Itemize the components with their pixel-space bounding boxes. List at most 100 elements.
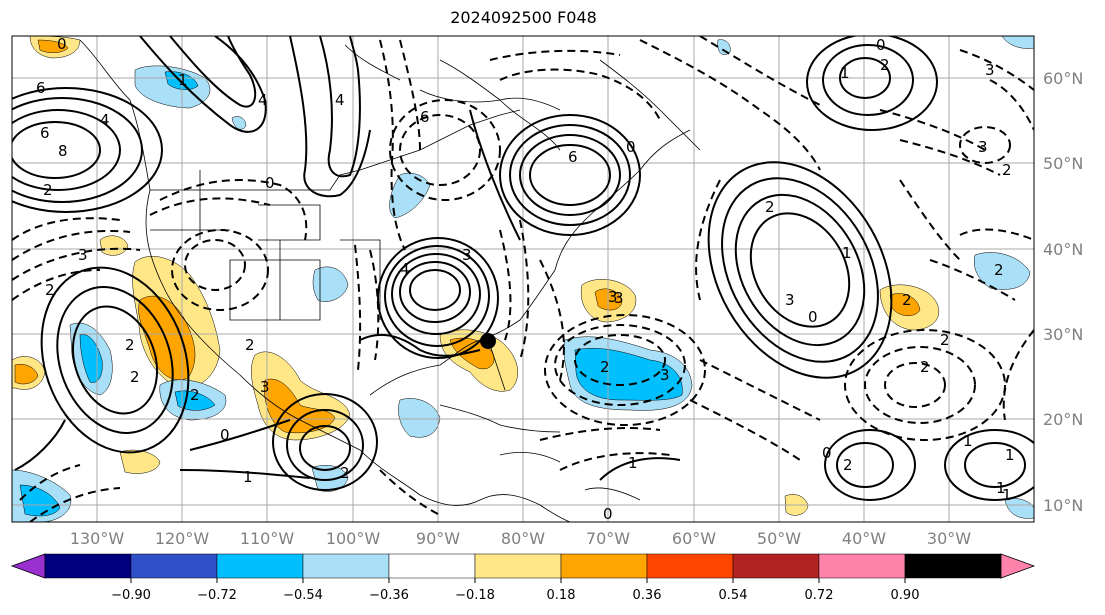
colorbar-tick-label: 0.18 [547, 588, 576, 603]
colorbar-segment [216, 553, 304, 579]
map-title: 2024092500 F048 [450, 8, 597, 27]
contour-label: 4 [335, 91, 345, 109]
contour-label: 3 [462, 246, 472, 264]
colorbar-tick-label: −0.90 [111, 588, 151, 603]
colorbar-segment [388, 553, 476, 579]
contour-label: 3 [608, 288, 618, 306]
colorbar-segment [732, 553, 820, 579]
contour-label: 3 [78, 246, 88, 264]
contour-label: 2 [765, 198, 775, 216]
contour-label: 6 [36, 79, 46, 97]
contour-labels: 0 6 6 8 4 4 2 4 1 6 0 2 2 3 2 3 2 2 3 0 … [36, 35, 1015, 523]
lon-label: 50°W [757, 529, 801, 548]
contour-label: 0 [808, 308, 818, 326]
contour-label: 2 [190, 386, 200, 404]
lon-label: 30°W [927, 529, 971, 548]
colorbar-tick-label: −0.72 [197, 588, 237, 603]
contour-label: 6 [420, 108, 430, 126]
contour-label: 0 [876, 36, 886, 54]
colorbar-tick-label: −0.36 [369, 588, 409, 603]
contour-label: 1 [1005, 446, 1015, 464]
dashed-contours [12, 36, 1034, 522]
lon-label: 60°W [672, 529, 716, 548]
contour-label: 2 [245, 336, 255, 354]
contour-label: 2 [45, 281, 55, 299]
lon-label: 80°W [501, 529, 545, 548]
contour-label: 6 [568, 148, 578, 166]
contour-label: 3 [978, 138, 988, 156]
coastlines [79, 39, 701, 522]
lat-label: 10°N [1043, 496, 1083, 515]
contour-label: 1 [963, 432, 973, 450]
lat-label: 40°N [1043, 240, 1083, 259]
contour-label: 0 [57, 35, 67, 53]
contour-label: 3 [660, 366, 670, 384]
contour-label: 1 [996, 479, 1006, 497]
contour-label: 2 [43, 181, 53, 199]
map-panel: 0 6 6 8 4 4 2 4 1 6 0 2 2 3 2 3 2 2 3 0 … [12, 35, 1034, 523]
lon-label: 40°W [842, 529, 886, 548]
contour-label: 2 [340, 464, 350, 482]
contour-label: 4 [400, 260, 410, 278]
latitude-labels: 60°N 50°N 40°N 30°N 20°N 10°N [1043, 69, 1083, 515]
contour-label: 2 [920, 358, 930, 376]
contour-label: 2 [1002, 161, 1012, 179]
contour-label: 2 [880, 56, 890, 74]
solid-contours [12, 36, 1034, 501]
colorbar-tick-label: 0.72 [805, 588, 834, 603]
lon-label: 70°W [586, 529, 630, 548]
lat-label: 50°N [1043, 154, 1083, 173]
contour-label: 1 [243, 468, 253, 486]
contour-label: 4 [258, 91, 268, 109]
colorbar-segment [560, 553, 648, 579]
contour-label: 2 [994, 261, 1004, 279]
colorbar-segment [646, 553, 734, 579]
contour-label: 1 [628, 454, 638, 472]
colorbar-tick-label: 0.54 [719, 588, 748, 603]
contour-label: 2 [940, 331, 950, 349]
contour-label: 0 [265, 174, 275, 192]
map-frame [11, 35, 1035, 523]
longitude-labels: 130°W 120°W 110°W 100°W 90°W 80°W 70°W 6… [70, 529, 971, 548]
contour-label: 2 [130, 368, 140, 386]
lat-label: 60°N [1043, 69, 1083, 88]
contour-label: 2 [902, 291, 912, 309]
contour-label: 3 [614, 289, 624, 307]
colorbar-segment [818, 553, 906, 579]
contour-label: 2 [600, 358, 610, 376]
contour-label: 3 [260, 378, 270, 396]
contour-label: 3 [785, 291, 795, 309]
colorbar-extend-high [1000, 553, 1036, 579]
lon-label: 110°W [240, 529, 295, 548]
contour-label: 8 [58, 142, 68, 160]
colorbar-segment [44, 553, 132, 579]
contour-label: 0 [603, 505, 613, 523]
contour-label: 1 [1002, 486, 1012, 504]
storm-center-marker [480, 333, 496, 349]
lon-label: 130°W [70, 529, 125, 548]
lat-label: 20°N [1043, 410, 1083, 429]
lat-label: 30°N [1043, 325, 1083, 344]
contour-label: 4 [100, 111, 110, 129]
colorbar-tick-label: 0.90 [891, 588, 920, 603]
colorbar-tick-label: −0.18 [455, 588, 495, 603]
colorbar-segment [904, 553, 1002, 579]
contour-label: 2 [125, 336, 135, 354]
lon-label: 120°W [155, 529, 210, 548]
shaded-areas [12, 36, 1034, 522]
contour-label: 3 [985, 61, 995, 79]
colorbar-segment [302, 553, 390, 579]
contour-label: 1 [842, 244, 852, 262]
colorbar-segment [474, 553, 562, 579]
contour-label: 0 [220, 426, 230, 444]
lon-label: 100°W [326, 529, 381, 548]
colorbar-extend-low [10, 553, 46, 579]
colorbar-tick-label: 0.36 [633, 588, 662, 603]
contour-label: 6 [40, 124, 50, 142]
colorbar-tick-label: −0.54 [283, 588, 323, 603]
colorbar: −0.90 −0.72 −0.54 −0.36 −0.18 0.18 0.36 … [10, 553, 1036, 603]
colorbar-segment [130, 553, 218, 579]
contour-label: 0 [626, 138, 636, 156]
contour-label: 1 [840, 64, 850, 82]
